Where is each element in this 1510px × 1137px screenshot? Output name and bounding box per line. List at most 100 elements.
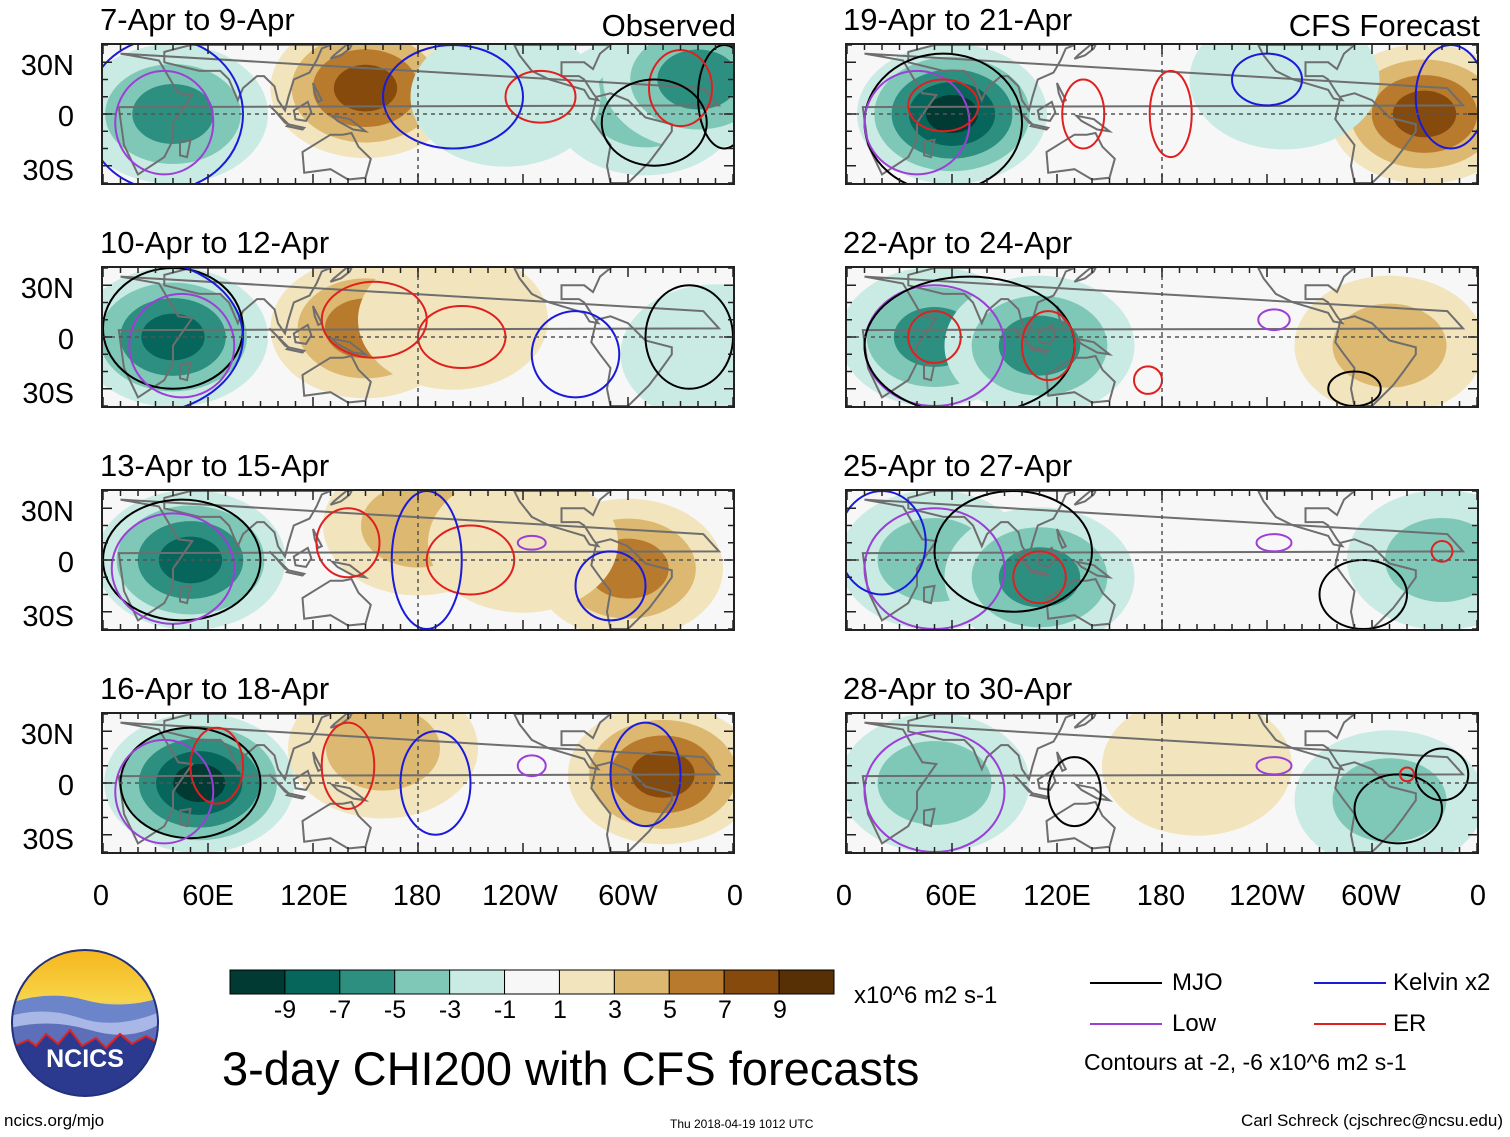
coastline [179,807,192,828]
coastline [312,305,324,327]
coastline [861,721,1466,845]
contour-er [1012,550,1067,605]
x-tick-label: 120E [1023,880,1091,912]
coastline [513,714,613,771]
logo-text: NCICS [46,1045,124,1073]
y-tick-label: 30N [20,273,74,305]
coastline [1073,45,1097,60]
contour-mjo [697,45,733,150]
anomaly-blob [158,536,223,584]
coastline [268,550,290,572]
anomaly-blob [1332,303,1447,388]
colorbar-swatch [229,969,286,995]
x-tick-label: 0 [726,880,744,912]
coastline [117,721,722,845]
contour-kelvin [609,721,682,828]
coastline [292,769,313,791]
map-panel-3 [101,712,735,854]
colorbar-label: -7 [328,996,352,1024]
anomaly-blob [132,84,214,144]
anomaly-blob [141,313,205,361]
coastline [1028,346,1051,354]
contour-er [189,726,244,805]
coastline [1036,769,1057,791]
coastline [163,491,331,559]
coastline [1012,104,1034,126]
coastline [1036,323,1057,345]
coastline [301,131,372,181]
contour-mjo [644,284,733,390]
legend-label-mjo: MJO [1172,969,1223,996]
coastline [1045,577,1116,627]
colorbar-swatch [339,969,396,995]
panel-title: 22-Apr to 24-Apr [843,225,1073,260]
legend-swatch-er [1314,1023,1386,1025]
contour-low [110,512,236,625]
contour-mjo [933,491,1093,613]
contour-low [114,738,215,845]
map-panel-7 [845,712,1479,854]
contour-er [1399,766,1415,783]
y-tick-label: 0 [57,770,74,802]
colorbar-units: x10^6 m2 s-1 [854,982,998,1009]
coastline [1334,92,1417,183]
coastline [1073,337,1114,356]
map-panel-4 [845,43,1479,185]
legend-swatch-kelvin [1314,982,1386,984]
legend-swatch-low [1090,1023,1162,1025]
x-tick-label: 60E [925,880,977,912]
footer-link[interactable]: ncics.org/mjo [4,1111,105,1130]
anomaly-blob [1332,758,1447,843]
colorbar-label: 1 [553,996,567,1024]
footer-author: Carl Schreck (cjschrec@ncsu.edu) [1241,1111,1503,1130]
panel-title: 10-Apr to 12-Apr [100,225,330,260]
contour-er [1430,540,1454,563]
contour-low [1255,533,1293,553]
coastline [1334,538,1417,629]
colorbar-label: -9 [273,996,297,1024]
coastline [1012,550,1034,572]
colorbar-label: 5 [663,996,677,1024]
anomaly-blob [333,64,398,112]
x-tick-label: 180 [1136,880,1186,912]
y-tick-label: 30N [20,50,74,82]
panel-title: 13-Apr to 15-Apr [100,448,330,483]
coastline [1257,714,1357,771]
colorbar-swatch [394,969,451,995]
coastline [301,800,372,850]
anomaly-blob [1189,45,1380,150]
coastline [1045,800,1116,850]
contour-low [1257,308,1291,332]
x-tick-label: 0 [835,880,853,912]
coastline [329,45,353,60]
coastline [590,315,673,406]
anomaly-blob [326,714,440,791]
x-tick-label: 120E [280,880,348,912]
x-tick-label: 0 [1469,880,1487,912]
x-tick-label: 0 [92,880,110,912]
legend-note: Contours at -2, -6 x10^6 m2 s-1 [1084,1049,1407,1075]
coastline [329,560,370,579]
colorbar-label: -5 [383,996,407,1024]
y-tick-label: 30S [22,824,74,856]
coastline [923,807,936,828]
anomaly-blob [877,741,992,825]
coastline [1334,315,1417,406]
coastline [513,268,613,325]
coastline [329,337,370,356]
contour-er [907,78,980,133]
y-tick-label: 0 [57,547,74,579]
colorbar-swatch [504,969,560,995]
coastline [329,491,353,506]
y-tick-label: 30N [20,496,74,528]
colorbar-label: 3 [608,996,622,1024]
legend-swatch-mjo [1090,982,1162,984]
contour-low [1255,756,1293,776]
coastline [117,275,722,399]
map-panel-5 [845,266,1479,408]
coastline [513,491,613,548]
colorbar-swatch [668,969,725,995]
legend-label-low: Low [1172,1010,1217,1037]
coastline [292,100,313,122]
coastline [117,498,722,622]
